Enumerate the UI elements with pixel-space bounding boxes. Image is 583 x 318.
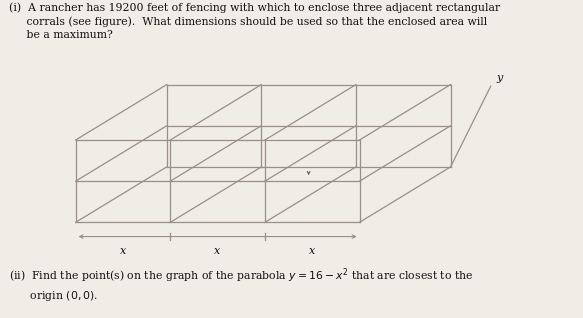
Text: x: x: [309, 246, 315, 256]
Text: (i)  A rancher has 19200 feet of fencing with which to enclose three adjacent re: (i) A rancher has 19200 feet of fencing …: [9, 2, 500, 40]
Text: y: y: [496, 73, 503, 83]
Text: x: x: [120, 246, 126, 256]
Text: (ii)  Find the point(s) on the graph of the parabola $y = 16 - x^2$ that are clo: (ii) Find the point(s) on the graph of t…: [9, 266, 473, 303]
Text: x: x: [215, 246, 221, 256]
